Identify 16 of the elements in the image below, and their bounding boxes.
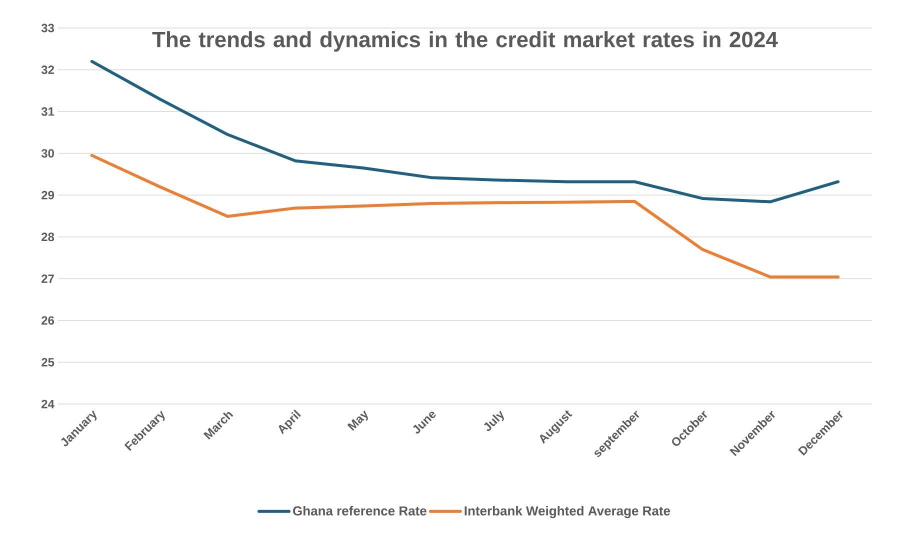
y-tick-label: 27 bbox=[42, 274, 54, 283]
legend-label: Interbank Weighted Average Rate bbox=[464, 506, 670, 518]
chart-title: The trends and dynamics in the credit market rates in 2024 bbox=[152, 31, 778, 52]
y-tick-label: 31 bbox=[41, 107, 54, 116]
y-tick-label: 26 bbox=[42, 316, 54, 325]
line-series bbox=[90, 60, 840, 204]
y-tick-label: 24 bbox=[42, 400, 54, 408]
y-tick-label: 28 bbox=[42, 232, 54, 242]
line-series bbox=[90, 154, 840, 278]
y-tick-label: 33 bbox=[41, 24, 54, 32]
legend-label: Ghana reference Rate bbox=[293, 506, 426, 516]
y-tick-label: 25 bbox=[42, 358, 54, 366]
y-tick-label: 32 bbox=[41, 66, 54, 74]
x-tick-label: July bbox=[484, 410, 504, 432]
y-tick-label: 29 bbox=[42, 190, 54, 200]
y-tick-label: 30 bbox=[41, 149, 54, 158]
